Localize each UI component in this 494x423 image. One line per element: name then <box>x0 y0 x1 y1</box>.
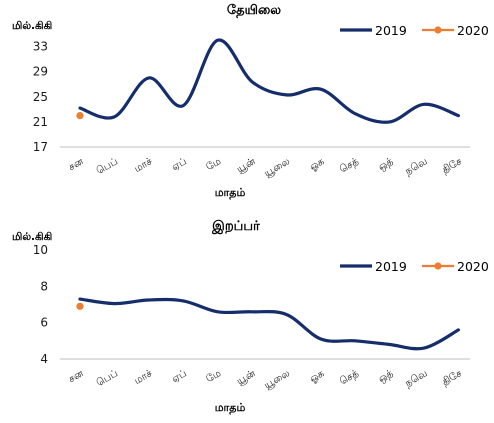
x-tick-label: ஓக <box>308 368 326 385</box>
x-tick-label: ஏப் <box>170 156 189 173</box>
series-line-2019 <box>78 297 460 351</box>
x-tick-label: ஓக <box>308 156 326 173</box>
x-tick-label: ஏப் <box>170 368 189 385</box>
y-axis-unit-label: மில்.கிகி <box>12 231 53 243</box>
x-tick-label: திசே <box>440 156 464 176</box>
x-tick-label: மாச் <box>133 156 155 175</box>
x-tick-label: ஒத் <box>377 368 396 385</box>
y-tick-label: 29 <box>33 65 48 79</box>
x-tick-label: மாச் <box>133 368 155 387</box>
x-tick-label: ஒத் <box>377 156 396 173</box>
x-tick-label: யூலை <box>262 156 291 179</box>
y-tick-label: 4 <box>40 352 48 366</box>
legend-marker-2020 <box>434 26 442 34</box>
x-tick-label: செத் <box>338 368 361 388</box>
y-tick-label: 25 <box>33 90 48 104</box>
legend-label-2019: 2019 <box>375 23 407 38</box>
chart-2: இறப்பர் மில்.கிகி 4 6 8 10 சன பெப் மாச் ஏப் மே யூன்… <box>12 219 489 415</box>
x-axis-title: மாதம் <box>215 186 246 200</box>
y-tick-label: 10 <box>33 243 48 257</box>
x-tick-label: யூன் <box>235 156 258 175</box>
chart-title: தேயிலை <box>227 3 281 18</box>
legend-label-2020: 2020 <box>457 23 489 38</box>
x-tick-label: சன <box>67 368 86 385</box>
x-axis-title: மாதம் <box>215 401 246 415</box>
x-tick-label: யூலை <box>262 368 291 391</box>
chart-title: இறப்பர் <box>211 219 260 234</box>
series-line-2019 <box>78 38 460 124</box>
x-tick-label: நவெ <box>403 156 429 177</box>
legend-label-2020: 2020 <box>457 259 489 274</box>
y-tick-label: 17 <box>33 140 48 154</box>
series-point-2020 <box>76 112 84 120</box>
legend-label-2019: 2019 <box>375 259 407 274</box>
y-tick-label: 8 <box>40 279 48 293</box>
y-tick-label: 21 <box>33 115 48 129</box>
x-tick-label: செத் <box>338 156 361 176</box>
y-tick-label: 6 <box>40 316 48 330</box>
chart-1: தேயிலை மில்.கிகி 17 21 25 29 33 சன பெப் மாச் ஏப் மே… <box>12 3 489 200</box>
y-axis-unit-label: மில்.கிகி <box>12 20 53 32</box>
x-tick-label: மே <box>204 368 223 385</box>
x-tick-label: பெப் <box>95 156 120 177</box>
y-tick-label: 33 <box>33 40 48 54</box>
x-tick-label: சன <box>67 156 86 173</box>
x-tick-label: திசே <box>440 368 464 388</box>
x-tick-label: நவெ <box>403 368 429 389</box>
series-point-2020 <box>76 302 84 310</box>
x-tick-label: யூன் <box>235 368 258 387</box>
legend-marker-2020 <box>434 262 442 270</box>
x-tick-label: மே <box>204 156 223 173</box>
x-tick-label: பெப் <box>95 368 120 389</box>
